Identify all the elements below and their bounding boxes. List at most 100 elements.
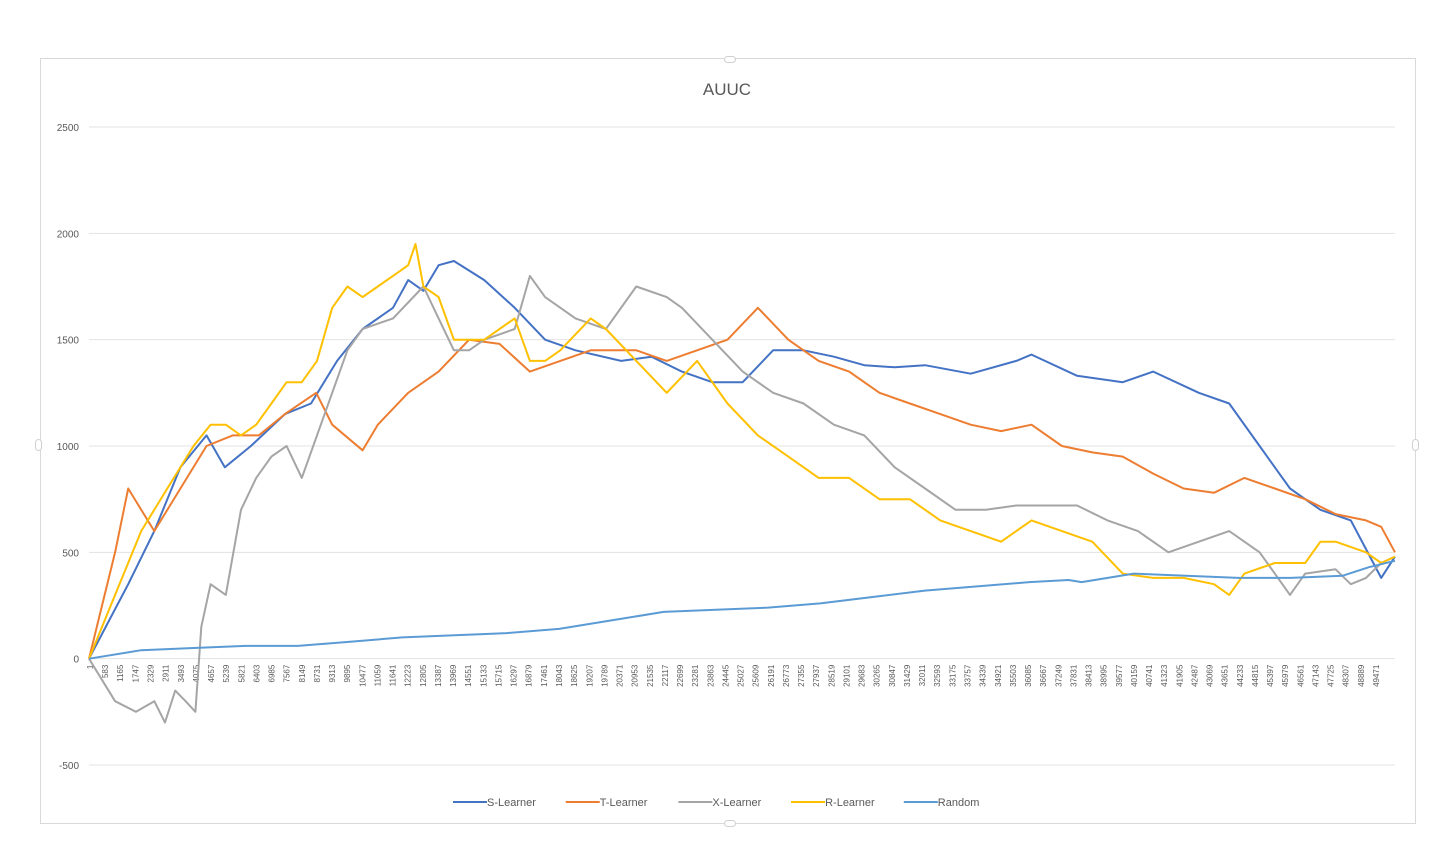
x-tick-label: 41905 xyxy=(1175,664,1184,687)
x-tick-label: 9895 xyxy=(343,664,352,682)
x-tick-label: 22699 xyxy=(676,664,685,687)
chart-frame: AUUC 2500 2000 1500 1000 500 0 -500 1 583 1165 17… xyxy=(35,56,1419,827)
legend: S-Learner T-Learner X-Learner R-Learner Rand… xyxy=(453,797,979,809)
series-line-t-learner xyxy=(88,306,1396,659)
x-tick-label: 36085 xyxy=(1024,664,1033,687)
legend-label: X-Learner xyxy=(712,797,761,809)
x-tick-label: 27355 xyxy=(797,664,806,687)
x-tick-label: 25027 xyxy=(737,664,746,687)
x-tick-label: 12223 xyxy=(404,664,413,687)
legend-label: S-Learner xyxy=(487,797,536,809)
x-tick-label: 32011 xyxy=(918,664,927,686)
x-tick-label: 1 xyxy=(86,664,95,669)
x-tick-label: 19207 xyxy=(585,664,594,687)
x-tick-label: 42487 xyxy=(1190,664,1199,687)
x-tick-label: 5239 xyxy=(222,664,231,682)
resize-handle-left[interactable] xyxy=(35,439,42,451)
auuc-chart: AUUC 2500 2000 1500 1000 500 0 -500 1 583 1165 17… xyxy=(57,80,1396,809)
resize-handle-right[interactable] xyxy=(1412,439,1419,451)
y-tick-label: 500 xyxy=(62,548,79,559)
x-tick-label: 23281 xyxy=(691,664,700,687)
x-tick-label: 6985 xyxy=(268,664,277,682)
x-tick-label: 40741 xyxy=(1145,664,1154,687)
y-tick-label: 1000 xyxy=(57,442,80,453)
chart-title: AUUC xyxy=(703,80,751,99)
x-tick-label: 48889 xyxy=(1357,664,1366,687)
x-tick-label: 33757 xyxy=(964,664,973,687)
x-tick-label: 22117 xyxy=(661,664,670,686)
x-tick-label: 11641 xyxy=(389,664,398,686)
gridlines xyxy=(89,126,1395,766)
x-tick-label: 30265 xyxy=(873,664,882,687)
x-tick-label: 39577 xyxy=(1115,664,1124,687)
x-tick-label: 24445 xyxy=(721,664,730,687)
legend-label: Random xyxy=(938,797,980,809)
x-tick-label: 37831 xyxy=(1069,664,1078,687)
x-tick-label: 8731 xyxy=(313,664,322,682)
x-tick-label: 45979 xyxy=(1281,664,1290,687)
y-tick-label: 2500 xyxy=(57,123,80,134)
x-tick-label: 16297 xyxy=(510,664,519,687)
resize-handle-top[interactable] xyxy=(724,56,736,63)
x-tick-label: 20371 xyxy=(616,664,625,687)
x-tick-label: 3493 xyxy=(177,664,186,682)
x-tick-label: 43069 xyxy=(1206,664,1215,687)
x-tick-label: 48307 xyxy=(1342,664,1351,687)
x-tick-label: 25609 xyxy=(752,664,761,687)
x-tick-label: 16879 xyxy=(525,664,534,687)
y-tick-label: -500 xyxy=(59,761,79,772)
legend-item: T-Learner xyxy=(565,797,648,809)
x-tick-label: 20953 xyxy=(631,664,640,687)
x-tick-label: 45397 xyxy=(1266,664,1275,687)
x-tick-label: 12805 xyxy=(419,664,428,687)
x-tick-label: 19789 xyxy=(600,664,609,687)
resize-handle-bottom[interactable] xyxy=(724,820,736,827)
legend-label: T-Learner xyxy=(600,797,648,809)
x-tick-label: 44233 xyxy=(1236,664,1245,687)
x-tick-label: 41323 xyxy=(1160,664,1169,687)
legend-item: S-Learner xyxy=(453,797,536,809)
legend-item: R-Learner xyxy=(791,797,875,809)
y-tick-label: 2000 xyxy=(57,229,80,240)
x-tick-label: 36667 xyxy=(1039,664,1048,687)
x-tick-label: 40159 xyxy=(1130,664,1139,687)
x-tick-label: 37249 xyxy=(1054,664,1063,687)
x-tick-label: 18043 xyxy=(555,664,564,687)
x-tick-label: 15715 xyxy=(494,664,503,687)
x-tick-label: 4657 xyxy=(207,664,216,682)
x-tick-label: 583 xyxy=(101,664,110,678)
series-line-r-learner xyxy=(88,243,1396,660)
x-tick-label: 26191 xyxy=(767,664,776,687)
x-tick-label: 21535 xyxy=(646,664,655,687)
x-tick-label: 33175 xyxy=(948,664,957,687)
x-tick-label: 26773 xyxy=(782,664,791,687)
x-tick-label: 13387 xyxy=(434,664,443,687)
x-tick-label: 5821 xyxy=(237,664,246,682)
x-tick-label: 2329 xyxy=(147,664,156,682)
y-tick-label: 1500 xyxy=(57,336,80,347)
y-axis-ticks: 2500 2000 1500 1000 500 0 -500 xyxy=(57,123,80,772)
x-tick-label: 29101 xyxy=(842,664,851,687)
x-tick-label: 8149 xyxy=(298,664,307,682)
x-tick-label: 38413 xyxy=(1085,664,1094,687)
x-tick-label: 18625 xyxy=(570,664,579,687)
x-tick-label: 34339 xyxy=(979,664,988,687)
x-tick-label: 15133 xyxy=(479,664,488,687)
legend-item: X-Learner xyxy=(678,797,762,809)
x-tick-label: 1747 xyxy=(131,664,140,682)
legend-item: Random xyxy=(903,797,980,809)
x-tick-label: 44815 xyxy=(1251,664,1260,687)
x-tick-label: 32593 xyxy=(933,664,942,687)
x-tick-label: 27937 xyxy=(812,664,821,687)
x-tick-label: 31429 xyxy=(903,664,912,687)
x-tick-label: 43651 xyxy=(1221,664,1230,687)
x-tick-label: 10477 xyxy=(358,664,367,687)
x-tick-label: 7567 xyxy=(283,664,292,682)
x-tick-label: 35503 xyxy=(1009,664,1018,687)
x-tick-label: 29683 xyxy=(858,664,867,687)
series-line-random xyxy=(88,559,1396,660)
x-axis-ticks: 1 583 1165 1747 2329 2911 3493 4075 4657 5239 5821… xyxy=(86,664,1381,687)
x-tick-label: 6403 xyxy=(252,664,261,682)
x-tick-label: 9313 xyxy=(328,664,337,682)
x-tick-label: 17461 xyxy=(540,664,549,687)
